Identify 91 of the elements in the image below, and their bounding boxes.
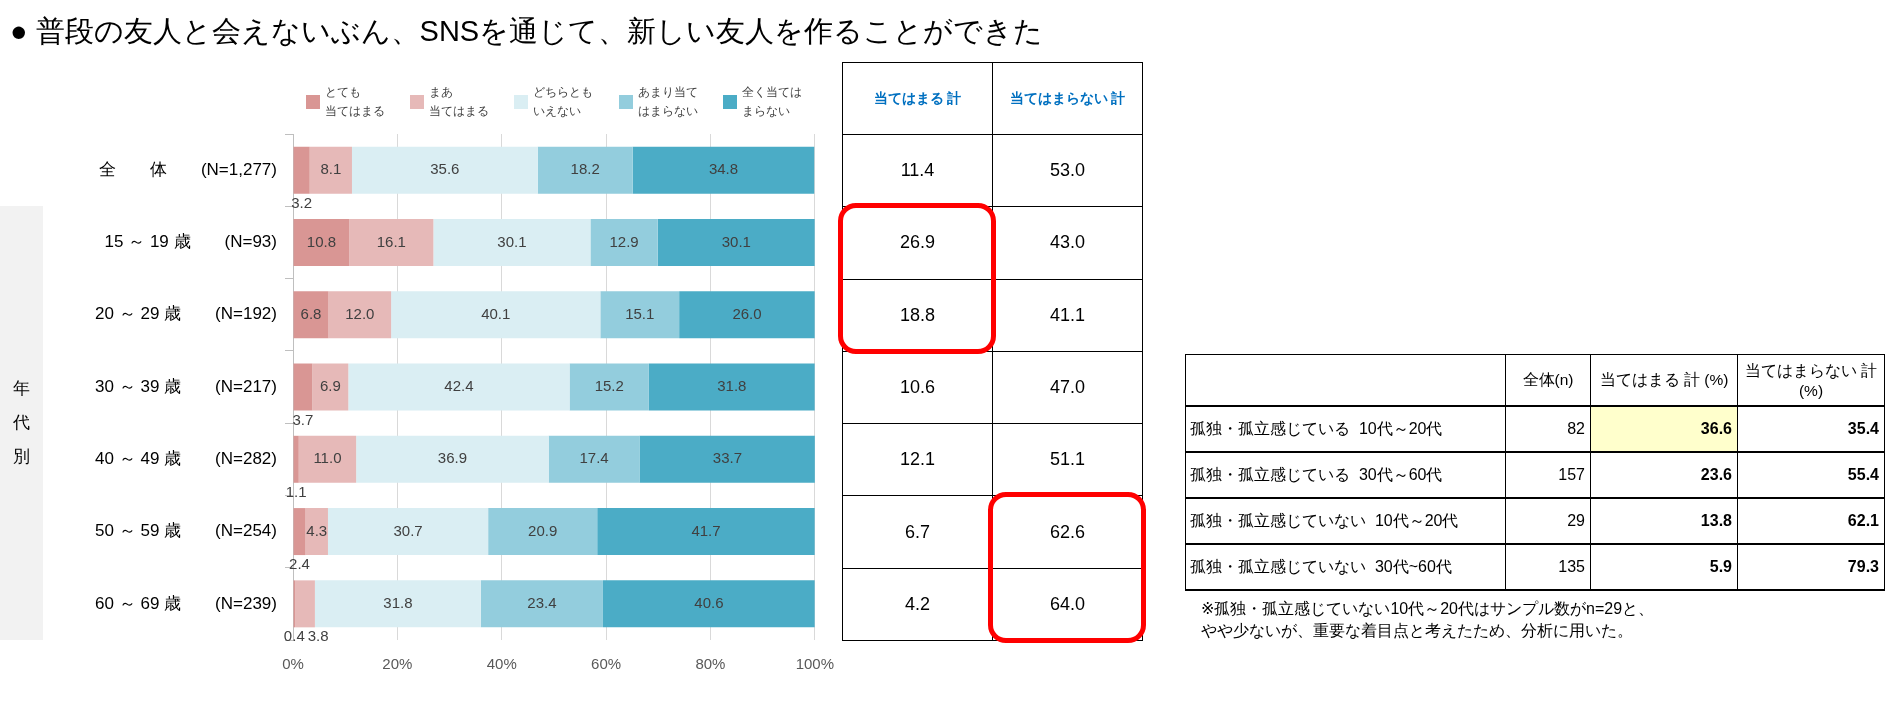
data-label: 82 xyxy=(1505,406,1591,453)
category-label: 当てはまらない 計 xyxy=(1009,89,1126,108)
x-tick-label: 20% xyxy=(382,655,413,673)
data-label: 8.1 xyxy=(320,160,342,178)
data-label: 20.9 xyxy=(528,521,558,539)
x-tick-label: 100% xyxy=(795,655,835,673)
data-label: 29 xyxy=(1505,498,1591,545)
series-label: 当てはまる 計 (%) xyxy=(1599,369,1729,390)
legend-label: 全く当てはまらない xyxy=(742,84,803,120)
legend-label: まあ当てはまる xyxy=(429,84,490,119)
x-tick-label: 40% xyxy=(486,655,517,673)
data-label: 16.1 xyxy=(376,232,406,250)
data-label: 40.1 xyxy=(481,304,511,322)
data-label: 10.6 xyxy=(842,350,993,425)
data-label: 41.7 xyxy=(691,521,721,539)
y-tick-label: 15 ～ 19 歳 (N=93) xyxy=(104,232,277,252)
data-label: 11.0 xyxy=(313,449,342,467)
data-label: 6.7 xyxy=(842,495,993,569)
data-label: 18.2 xyxy=(570,160,600,178)
text: ※孤独・孤立感じていない10代～20代はサンプル数がn=29と、やや少ないが、重要な着目点と考えたため、分析に用いた。 xyxy=(1201,599,1656,641)
data-label: 4.3 xyxy=(306,521,328,539)
data-label: 135 xyxy=(1505,544,1591,591)
data-label: 35.4 xyxy=(1737,406,1885,453)
x-tick-label: 80% xyxy=(695,655,726,673)
data-label: 30.7 xyxy=(393,521,423,539)
legend-label: あまり当てはまらない xyxy=(637,84,698,120)
data-label: 5.9 xyxy=(1590,544,1738,591)
data-label: 3.2 xyxy=(291,193,313,211)
data-label: 40.6 xyxy=(694,594,724,611)
legend-label: どちらともいえない xyxy=(533,84,594,120)
data-label: 18.8 xyxy=(842,278,993,352)
chart-title: ● 普段の友人と会えないぶん、SNSを通じて、新しい友人を作ることができた xyxy=(10,14,1044,49)
data-label: 47.0 xyxy=(992,350,1143,425)
data-label: 79.3 xyxy=(1737,544,1885,591)
data-label: 23.4 xyxy=(527,594,557,611)
y-tick-label: 60 ～ 69 歳 (N=239) xyxy=(95,593,277,613)
data-label: 62.6 xyxy=(992,495,1143,569)
x-tick-label: 60% xyxy=(591,655,622,673)
data-label: 6.8 xyxy=(300,304,322,322)
data-label: 53.0 xyxy=(992,134,1143,208)
text: 全体(n) xyxy=(1522,369,1574,390)
data-label: 12.9 xyxy=(609,232,639,250)
data-label: 62.1 xyxy=(1737,498,1885,545)
data-label: 64.0 xyxy=(992,567,1143,641)
data-label: 3.7 xyxy=(292,410,314,428)
data-label: 17.4 xyxy=(579,449,609,467)
data-label: 1.1 xyxy=(285,482,307,500)
data-label: 12.1 xyxy=(842,423,993,497)
category-label: 孤独・孤立感じていない 30代~60代 xyxy=(1190,556,1452,577)
data-label: 35.6 xyxy=(430,160,460,178)
data-label: 2.4 xyxy=(289,555,310,573)
data-label: 10.8 xyxy=(306,232,337,250)
data-label: 23.6 xyxy=(1590,452,1738,499)
data-label: 11.4 xyxy=(842,134,993,208)
data-label: 3.8 xyxy=(307,627,329,645)
data-label: 30.1 xyxy=(497,232,527,250)
data-label: 42.4 xyxy=(444,377,474,395)
y-tick-label: 30 ～ 39 歳 (N=217) xyxy=(95,376,277,396)
data-label: 15.2 xyxy=(594,377,624,395)
y-tick-label: 50 ～ 59 歳 (N=254) xyxy=(95,521,277,541)
data-label: 51.1 xyxy=(992,423,1143,497)
category-label: 孤独・孤立感じている 30代～60代 xyxy=(1190,464,1443,485)
data-label: 26.9 xyxy=(842,206,993,280)
text: 年代別 xyxy=(13,378,30,469)
category-label: 孤独・孤立感じていない 10代～20代 xyxy=(1190,510,1459,531)
data-label: 26.0 xyxy=(732,304,762,322)
text: 当てはまらない 計 (%) xyxy=(1743,360,1879,400)
data-label: 34.8 xyxy=(708,160,739,178)
data-label: 4.2 xyxy=(842,567,993,641)
data-label: 36.9 xyxy=(437,449,468,467)
x-tick-label: 0% xyxy=(282,655,304,673)
data-label: 15.1 xyxy=(625,304,655,322)
legend-label: とても当てはまる xyxy=(324,84,385,119)
data-label: 6.9 xyxy=(319,377,341,395)
data-label: 30.1 xyxy=(721,232,751,250)
y-tick-label: 20 ～ 29 歳 (N=192) xyxy=(95,304,277,324)
data-label: 0.4 xyxy=(283,627,305,645)
data-label: 41.1 xyxy=(992,278,1143,352)
data-label: 36.6 xyxy=(1590,406,1738,453)
category-label: 当てはまる 計 xyxy=(873,89,962,108)
data-label: 33.7 xyxy=(712,449,743,467)
y-tick-label: 全 体 (N=1,277) xyxy=(98,159,277,179)
data-label: 55.4 xyxy=(1737,452,1885,499)
data-label: 157 xyxy=(1505,452,1591,499)
data-label: 31.8 xyxy=(717,377,747,395)
data-label: 31.8 xyxy=(383,594,413,611)
data-label: 13.8 xyxy=(1590,498,1738,545)
data-label: 43.0 xyxy=(992,206,1143,280)
data-label: 12.0 xyxy=(345,304,375,322)
y-tick-label: 40 ～ 49 歳 (N=282) xyxy=(95,448,277,468)
category-label: 孤独・孤立感じている 10代～20代 xyxy=(1190,418,1443,439)
